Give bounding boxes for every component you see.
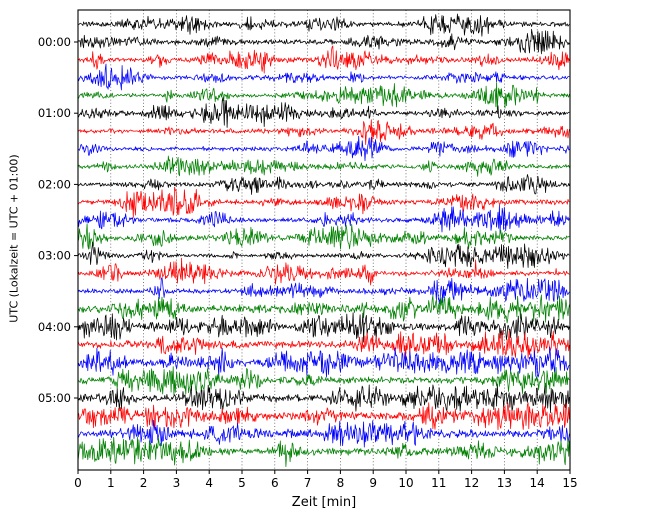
x-tick-label: 1 bbox=[107, 476, 115, 490]
x-tick-label: 14 bbox=[530, 476, 545, 490]
x-tick-label: 0 bbox=[74, 476, 82, 490]
x-tick-label: 4 bbox=[205, 476, 213, 490]
trace-row bbox=[77, 13, 570, 37]
y-tick-label: 05:00 bbox=[38, 391, 71, 405]
trace-row bbox=[77, 223, 570, 250]
trace-row bbox=[77, 402, 570, 431]
y-axis-label: UTC (Lokalzeit = UTC + 01:00) bbox=[7, 154, 21, 323]
trace-row bbox=[77, 204, 570, 234]
y-tick-label: 04:00 bbox=[38, 320, 71, 334]
x-tick-label: 11 bbox=[431, 476, 446, 490]
x-tick-label: 6 bbox=[271, 476, 279, 490]
trace-row bbox=[77, 119, 570, 145]
trace-row bbox=[77, 330, 570, 360]
y-tick-label: 01:00 bbox=[38, 106, 71, 120]
trace-row bbox=[77, 312, 570, 343]
x-tick-label: 9 bbox=[369, 476, 377, 490]
trace-row bbox=[77, 186, 570, 218]
trace-row bbox=[77, 419, 570, 448]
y-tick-label: 00:00 bbox=[38, 35, 71, 49]
x-tick-label: 2 bbox=[140, 476, 148, 490]
trace-row bbox=[77, 436, 570, 467]
x-tick-label: 15 bbox=[562, 476, 577, 490]
trace-row bbox=[77, 383, 570, 414]
trace-row bbox=[77, 63, 570, 91]
trace-row bbox=[77, 277, 570, 304]
y-tick-label: 02:00 bbox=[38, 177, 71, 191]
trace-row bbox=[77, 257, 570, 286]
x-axis-label: Zeit [min] bbox=[291, 495, 357, 510]
x-tick-label: 13 bbox=[497, 476, 512, 490]
trace-row bbox=[77, 28, 570, 55]
plot-border bbox=[77, 9, 571, 471]
trace-row bbox=[77, 97, 570, 128]
trace-row bbox=[77, 45, 570, 74]
x-tick-label: 12 bbox=[464, 476, 479, 490]
x-tick-label: 3 bbox=[173, 476, 181, 490]
trace-row bbox=[77, 294, 570, 324]
x-tick-label: 10 bbox=[398, 476, 413, 490]
x-tick-label: 7 bbox=[304, 476, 312, 490]
y-tick-label: 03:00 bbox=[38, 249, 71, 263]
trace-row bbox=[77, 174, 570, 195]
trace-row bbox=[77, 346, 570, 378]
trace-row bbox=[77, 135, 570, 162]
trace-row bbox=[77, 241, 570, 269]
x-tick-label: 5 bbox=[238, 476, 246, 490]
trace-row bbox=[77, 82, 570, 110]
x-tick-label: 8 bbox=[337, 476, 345, 490]
trace-row bbox=[77, 366, 570, 396]
trace-row bbox=[77, 155, 570, 177]
